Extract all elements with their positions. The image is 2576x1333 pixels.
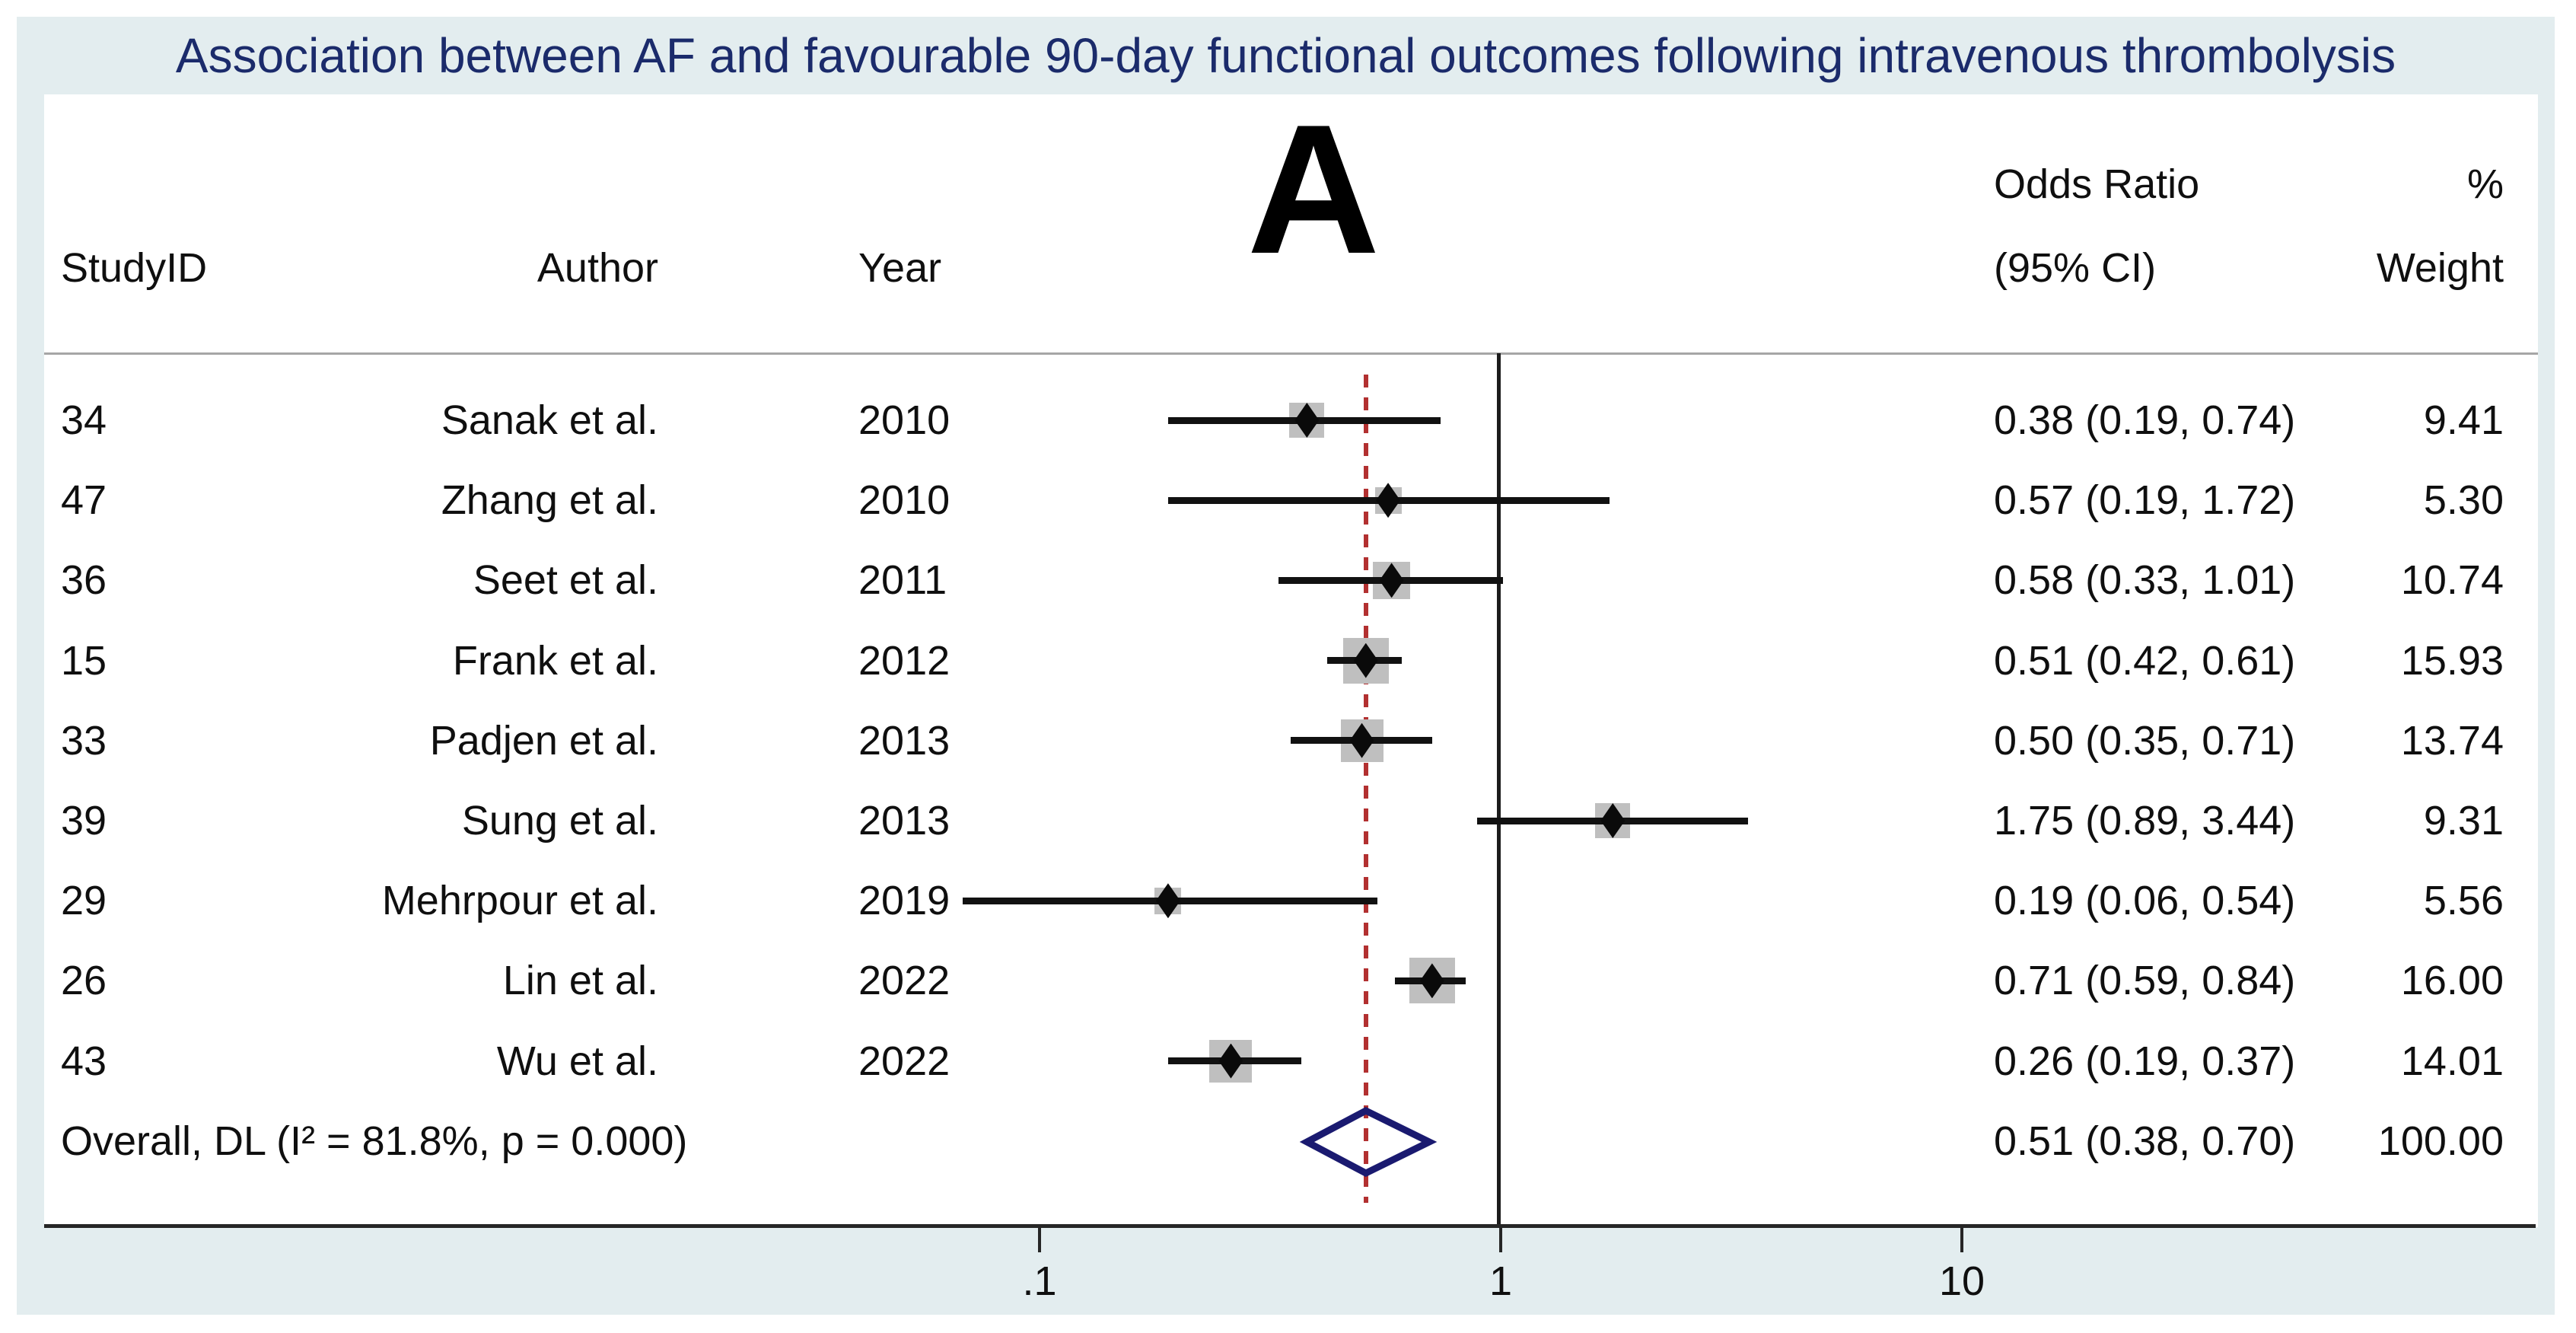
x-axis-tick-label: 10 [1938,1258,1985,1304]
year-cell: 2011 [858,557,947,604]
year-cell: 2013 [858,717,950,764]
author-cell: Mehrpour et al. [381,878,658,924]
column-header-odds-ratio: Odds Ratio [1994,161,2200,207]
author-cell: Wu et al. [496,1038,658,1084]
figure-title: Association between AF and favourable 90… [175,28,2396,83]
author-cell: Padjen et al. [429,717,658,764]
weight-cell: 9.31 [2423,798,2504,843]
x-axis-tick [1038,1228,1041,1252]
study-id-cell: 34 [61,397,107,443]
weight-cell: 10.74 [2400,557,2504,604]
overall-or-ci-cell: 0.51 (0.38, 0.70) [1994,1118,2296,1164]
column-header-95ci: (95% CI) [1994,245,2157,291]
column-header-author: Author [537,245,658,291]
weight-cell: 14.01 [2400,1038,2504,1084]
study-id-cell: 29 [61,878,107,924]
column-header-percent: % [2466,161,2504,207]
or-ci-cell: 0.38 (0.19, 0.74) [1994,397,2296,443]
or-ci-cell: 0.51 (0.42, 0.61) [1994,637,2296,684]
or-ci-cell: 0.50 (0.35, 0.71) [1994,717,2296,764]
null-effect-line [1497,353,1501,1226]
author-cell: Lin et al. [502,958,658,1004]
or-ci-cell: 0.19 (0.06, 0.54) [1994,878,2296,924]
x-axis-tick [1960,1228,1963,1252]
header-separator-line [44,352,2538,355]
plot-area-background [44,94,2538,1227]
overall-label-cell: Overall, DL (I² = 81.8%, p = 0.000) [61,1118,688,1164]
author-cell: Sanak et al. [441,397,658,443]
weight-cell: 15.93 [2400,637,2504,684]
column-header-year: Year [858,245,942,291]
weight-cell: 9.41 [2423,397,2504,443]
or-ci-cell: 0.71 (0.59, 0.84) [1994,958,2296,1004]
or-ci-cell: 1.75 (0.89, 3.44) [1994,798,2296,843]
year-cell: 2012 [858,637,950,684]
x-axis-line [44,1224,2536,1228]
column-header-study-id: StudyID [61,245,208,291]
or-ci-cell: 0.58 (0.33, 1.01) [1994,557,2296,604]
pooled-estimate-dashed-line [1364,375,1368,1203]
year-cell: 2010 [858,397,950,443]
year-cell: 2022 [858,1038,950,1084]
study-id-cell: 39 [61,798,107,843]
or-ci-cell: 0.26 (0.19, 0.37) [1994,1038,2296,1084]
study-id-cell: 47 [61,477,107,524]
author-cell: Sung et al. [461,798,658,843]
study-id-cell: 36 [61,557,107,604]
year-cell: 2022 [858,958,950,1004]
author-cell: Frank et al. [452,637,658,684]
weight-cell: 5.56 [2423,878,2504,924]
or-ci-cell: 0.57 (0.19, 1.72) [1994,477,2296,524]
study-id-cell: 26 [61,958,107,1004]
column-header-weight: Weight [2376,245,2504,291]
study-id-cell: 43 [61,1038,107,1084]
year-cell: 2013 [858,798,950,843]
x-axis-tick-label: .1 [1022,1258,1057,1304]
panel-label-a: A [1247,87,1380,292]
overall-weight-cell: 100.00 [2377,1118,2504,1164]
weight-cell: 16.00 [2400,958,2504,1004]
year-cell: 2010 [858,477,950,524]
author-cell: Zhang et al. [441,477,658,524]
year-cell: 2019 [858,878,950,924]
weight-cell: 13.74 [2400,717,2504,764]
x-axis-tick-label: 1 [1489,1258,1513,1304]
study-id-cell: 15 [61,637,107,684]
study-id-cell: 33 [61,717,107,764]
x-axis-tick [1499,1228,1502,1252]
weight-cell: 5.30 [2423,477,2504,524]
author-cell: Seet et al. [473,557,658,604]
